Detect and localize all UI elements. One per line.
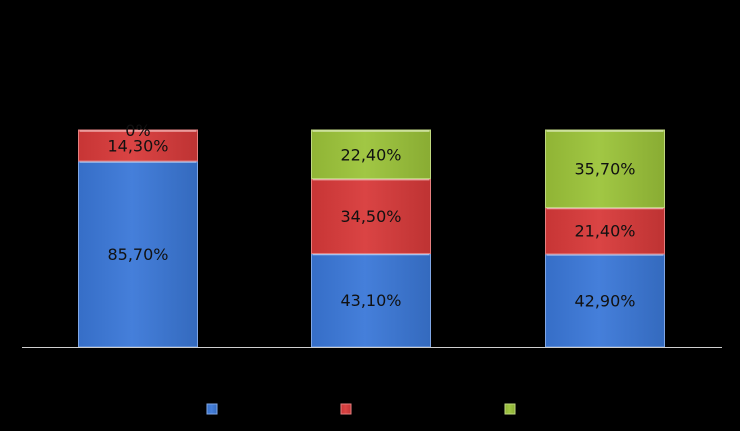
data-label-0-0: 85,70% bbox=[107, 245, 168, 264]
data-label-0-2: 0% bbox=[125, 121, 150, 140]
bar-segment-0-0 bbox=[78, 160, 198, 348]
bar-segment-1-2 bbox=[311, 129, 431, 180]
data-label-2-1: 21,40% bbox=[574, 222, 635, 241]
bar-segment-1-1 bbox=[311, 178, 431, 254]
data-label-0-1: 14,30% bbox=[107, 137, 168, 156]
data-label-1-0: 43,10% bbox=[340, 291, 401, 310]
legend-swatch-0 bbox=[206, 403, 218, 415]
data-label-2-2: 35,70% bbox=[574, 160, 635, 179]
bars-layer: 85,70% 14,30%0% 43,10% 34,50% 22,40% 42,90% 21… bbox=[78, 121, 665, 348]
bar-segment-2-2 bbox=[545, 129, 665, 208]
data-label-1-2: 22,40% bbox=[340, 145, 401, 164]
data-label-2-0: 42,90% bbox=[574, 291, 635, 310]
data-label-1-1: 34,50% bbox=[340, 207, 401, 226]
legend-swatch-1 bbox=[340, 403, 352, 415]
legend bbox=[206, 403, 516, 415]
bar-segment-2-1 bbox=[545, 206, 665, 255]
bar-segment-0-1 bbox=[78, 129, 198, 162]
bar-segment-1-0 bbox=[311, 252, 431, 348]
bar-segment-2-0 bbox=[545, 253, 665, 348]
legend-swatch-2 bbox=[504, 403, 516, 415]
